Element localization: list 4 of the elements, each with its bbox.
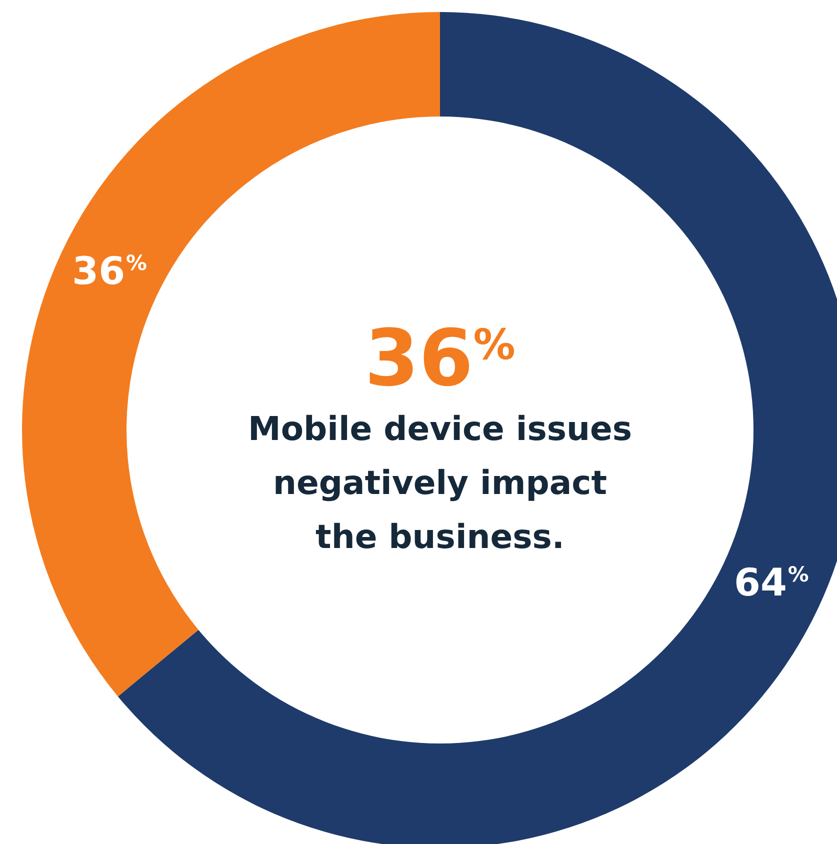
text: Mobile device issues negatively impact the business. bbox=[248, 409, 632, 556]
data-label: 36% bbox=[72, 249, 148, 294]
data-label: 64% bbox=[734, 560, 809, 605]
text: 36$^{%}$ bbox=[364, 313, 516, 404]
